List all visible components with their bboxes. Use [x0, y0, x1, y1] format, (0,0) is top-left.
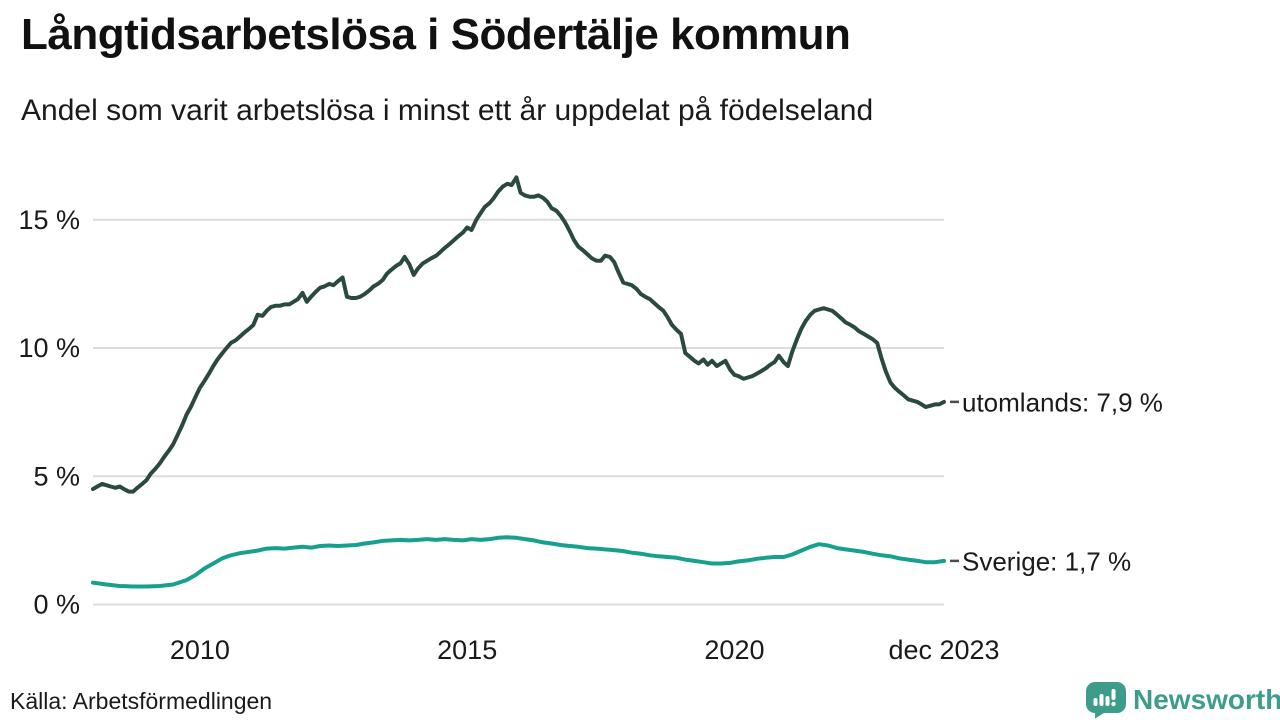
y-tick-label: 0 % [33, 590, 80, 620]
brand-name: Newsworthy [1133, 684, 1280, 715]
page-subtitle: Andel som varit arbetslösa i minst ett å… [21, 94, 874, 127]
y-tick-label: 15 % [18, 205, 80, 235]
page-title: Långtidsarbetslösa i Södertälje kommun [21, 10, 851, 59]
x-tick-label: 2020 [704, 635, 764, 665]
x-tick-label: dec 2023 [888, 635, 999, 665]
source-note: Källa: Arbetsförmedlingen [10, 688, 273, 714]
newsworthy-bubble-barchart-icon [1086, 682, 1126, 719]
series-end-label-utomlands: utomlands: 7,9 % [962, 387, 1163, 418]
y-tick-label: 5 % [33, 461, 80, 491]
brand-logo: Newsworthy [1086, 682, 1280, 719]
series-line-sverige [91, 535, 946, 589]
y-tick-label: 10 % [18, 333, 80, 363]
x-tick-label: 2010 [170, 635, 230, 665]
series-line-utomlands [91, 175, 946, 494]
x-tick-label: 2015 [437, 635, 497, 665]
series-end-label-sverige: Sverige: 1,7 % [962, 546, 1132, 577]
